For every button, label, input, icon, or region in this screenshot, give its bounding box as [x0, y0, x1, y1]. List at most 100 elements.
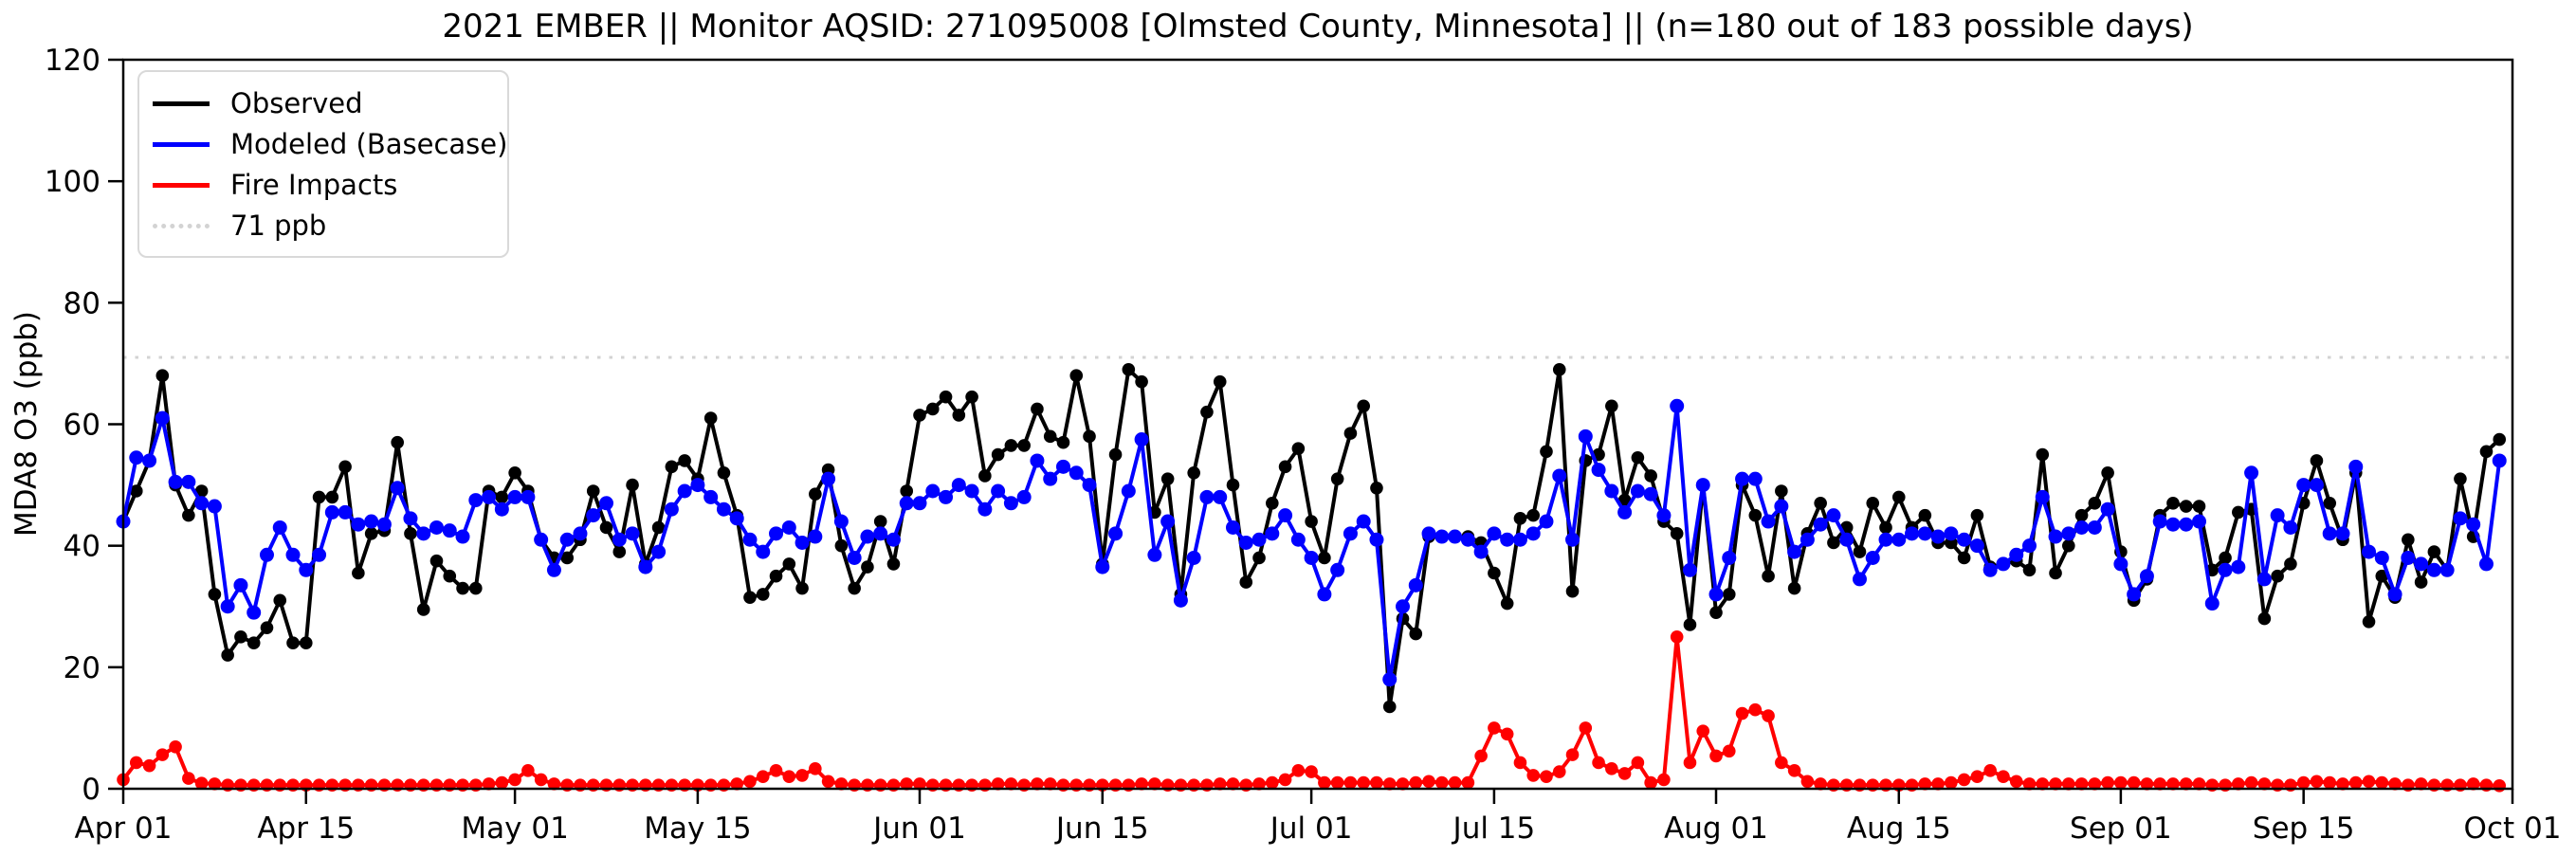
data-point: [2362, 775, 2376, 789]
data-point: [1003, 496, 1018, 511]
x-tick-label: Aug 15: [1847, 811, 1951, 846]
data-point: [495, 775, 509, 790]
data-point: [1487, 526, 1502, 541]
data-point: [1330, 562, 1345, 577]
data-point: [2283, 520, 2298, 535]
data-point: [1722, 550, 1737, 565]
data-point: [651, 544, 667, 559]
data-point: [2244, 775, 2258, 790]
data-point: [2362, 614, 2376, 629]
data-point: [1238, 535, 1253, 550]
data-point: [560, 551, 574, 565]
data-point: [1056, 435, 1070, 449]
data-point: [2257, 611, 2272, 626]
data-point: [1213, 489, 1228, 504]
data-point: [1657, 773, 1671, 787]
data-point: [1488, 721, 1501, 735]
data-point: [207, 499, 222, 514]
data-point: [1448, 529, 1463, 544]
data-point: [1213, 374, 1227, 389]
data-point: [2284, 557, 2297, 571]
data-point: [2035, 489, 2050, 504]
data-point: [1918, 777, 1932, 791]
data-point: [534, 532, 549, 547]
data-point: [2493, 778, 2507, 793]
data-point: [220, 599, 235, 614]
data-point: [2074, 520, 2090, 535]
data-point: [729, 511, 744, 526]
data-point: [2101, 775, 2114, 790]
data-point: [469, 581, 483, 595]
data-point: [1055, 459, 1070, 474]
data-point: [769, 569, 783, 583]
data-point: [2232, 777, 2245, 791]
data-point: [2466, 517, 2481, 532]
data-point: [508, 773, 521, 787]
data-point: [1617, 493, 1632, 507]
data-point: [2088, 777, 2102, 791]
data-point: [913, 409, 926, 422]
x-tick-label: Jul 15: [1452, 811, 1536, 846]
plot-area: 0 20 40 60 80 100 120 Apr 01 Apr 15 May 01 May 15 J…: [45, 44, 2562, 846]
data-point: [1565, 748, 1580, 761]
data-point: [2049, 777, 2062, 791]
data-point: [352, 566, 365, 580]
data-point: [1931, 777, 1945, 791]
data-point: [1996, 556, 2011, 572]
data-point: [1226, 777, 1240, 791]
data-point: [612, 532, 627, 547]
data-point: [1330, 472, 1344, 485]
data-point: [2271, 569, 2284, 583]
data-point: [586, 484, 600, 498]
data-point: [1252, 777, 1266, 791]
data-point: [129, 756, 143, 770]
data-point: [1695, 478, 1710, 493]
data-point: [1225, 520, 1240, 535]
data-point: [2401, 550, 2416, 565]
data-point: [1852, 572, 1867, 587]
observed-line: [121, 367, 2502, 709]
data-point: [142, 758, 156, 773]
data-point: [599, 496, 614, 511]
data-point: [677, 483, 692, 499]
legend-item-fire: Fire Impacts: [139, 165, 507, 206]
data-point: [2165, 517, 2181, 532]
data-point: [1565, 584, 1580, 598]
data-point: [573, 526, 588, 541]
data-point: [678, 454, 691, 467]
data-point: [964, 483, 979, 499]
data-point: [272, 520, 287, 535]
data-point: [2309, 478, 2324, 493]
data-point: [991, 447, 1005, 462]
data-point: [756, 770, 770, 783]
data-point: [1318, 775, 1331, 790]
data-point: [1591, 463, 1606, 478]
data-point: [1382, 672, 1398, 687]
data-point: [795, 581, 809, 595]
data-point: [991, 777, 1005, 791]
data-point: [1579, 721, 1593, 735]
y-tick-label: 120: [45, 44, 100, 78]
data-point: [1186, 550, 1201, 565]
data-point: [1095, 559, 1110, 574]
data-point: [861, 560, 874, 574]
data-point: [364, 527, 378, 540]
data-point: [2179, 517, 2194, 532]
data-point: [286, 636, 300, 649]
data-point: [1409, 775, 1423, 790]
data-point: [221, 648, 234, 662]
data-point: [1827, 536, 1840, 550]
data-point: [1083, 429, 1096, 444]
data-point: [1540, 770, 1553, 783]
data-point: [2374, 550, 2389, 565]
data-point: [912, 496, 927, 511]
data-point: [1357, 399, 1370, 413]
data-point: [2100, 501, 2115, 517]
data-point: [2492, 453, 2507, 468]
data-point: [1500, 596, 1514, 611]
data-point: [834, 538, 849, 553]
chart-title: 2021 EMBER || Monitor AQSID: 271095008 […: [442, 8, 2193, 46]
data-point: [234, 629, 247, 644]
